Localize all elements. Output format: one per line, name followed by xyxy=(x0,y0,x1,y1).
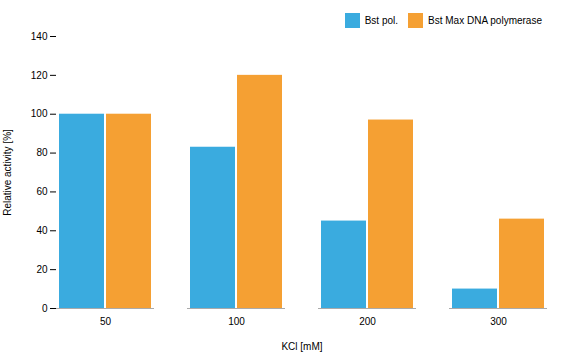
svg-text:140: 140 xyxy=(31,31,48,42)
svg-text:20: 20 xyxy=(36,264,48,275)
svg-text:300: 300 xyxy=(490,316,507,327)
svg-text:100: 100 xyxy=(31,108,48,119)
svg-text:50: 50 xyxy=(100,316,112,327)
svg-text:Relative activity [%]: Relative activity [%] xyxy=(2,129,13,216)
svg-text:0: 0 xyxy=(42,303,48,314)
svg-text:80: 80 xyxy=(36,147,48,158)
svg-text:60: 60 xyxy=(36,186,48,197)
svg-text:KCl [mM]: KCl [mM] xyxy=(281,341,322,352)
svg-text:120: 120 xyxy=(31,70,48,81)
svg-text:200: 200 xyxy=(359,316,376,327)
svg-text:100: 100 xyxy=(228,316,245,327)
html-text:Bst Max DNA polymerase: Bst Max DNA polymerase xyxy=(428,15,542,26)
svg-text:40: 40 xyxy=(36,225,48,236)
html-text:Bst pol.: Bst pol. xyxy=(364,15,399,26)
